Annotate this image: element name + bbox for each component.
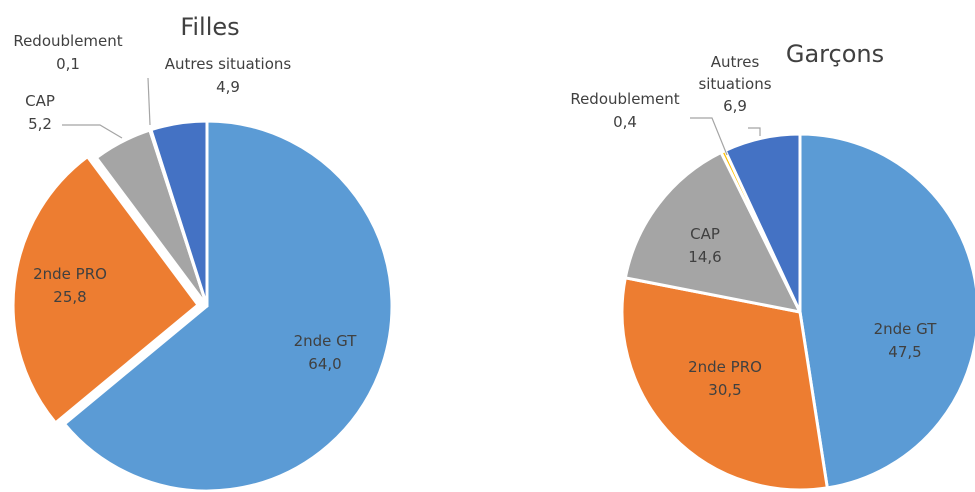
category-label: Redoublement xyxy=(13,32,122,50)
value-label: 25,8 xyxy=(53,288,86,306)
data-label: Autres situations 6,9 xyxy=(698,53,771,115)
data-label: 2nde GT 47,5 xyxy=(874,320,938,361)
value-label: 0,4 xyxy=(613,113,637,131)
category-label: CAP xyxy=(25,92,55,110)
pie-slice xyxy=(62,119,394,492)
value-label: 6,9 xyxy=(723,97,747,115)
chart-title: Garçons xyxy=(786,40,884,68)
leader-line xyxy=(147,77,151,126)
data-label: CAP 14,6 xyxy=(688,225,721,266)
value-label: 64,0 xyxy=(308,355,341,373)
data-label: 2nde PRO 30,5 xyxy=(688,358,762,399)
data-label: 2nde GT 64,0 xyxy=(294,332,358,373)
pie-slice xyxy=(623,150,802,314)
value-label: 47,5 xyxy=(888,343,921,361)
category-label: 2nde GT xyxy=(294,332,358,350)
leader-line xyxy=(62,124,123,139)
value-label: 14,6 xyxy=(688,248,721,266)
data-label: Autres situations 4,9 xyxy=(165,55,292,96)
category-label: 2nde GT xyxy=(874,320,938,338)
leader-line xyxy=(748,127,761,136)
data-label: Redoublement 0,1 xyxy=(13,32,122,73)
data-label: CAP 5,2 xyxy=(25,92,55,133)
category-label: Autres situations xyxy=(165,55,292,73)
pie-slice xyxy=(11,155,200,425)
data-label: 2nde PRO 25,8 xyxy=(33,265,107,306)
category-label: 2nde PRO xyxy=(33,265,107,283)
value-label: 5,2 xyxy=(28,115,52,133)
category-label: 2nde PRO xyxy=(688,358,762,376)
pie-slice xyxy=(798,132,975,490)
category-label: Autres xyxy=(711,53,760,71)
leader-line xyxy=(690,117,728,156)
value-label: 4,9 xyxy=(216,78,240,96)
category-label: situations xyxy=(698,75,771,93)
value-label: 0,1 xyxy=(56,55,80,73)
pie-slice xyxy=(149,119,209,308)
value-label: 30,5 xyxy=(708,381,741,399)
category-label: Redoublement xyxy=(570,90,679,108)
data-label: Redoublement 0,4 xyxy=(570,90,679,131)
category-label: CAP xyxy=(690,225,720,243)
chart-title: Filles xyxy=(180,13,239,41)
pie-slice xyxy=(620,276,829,492)
